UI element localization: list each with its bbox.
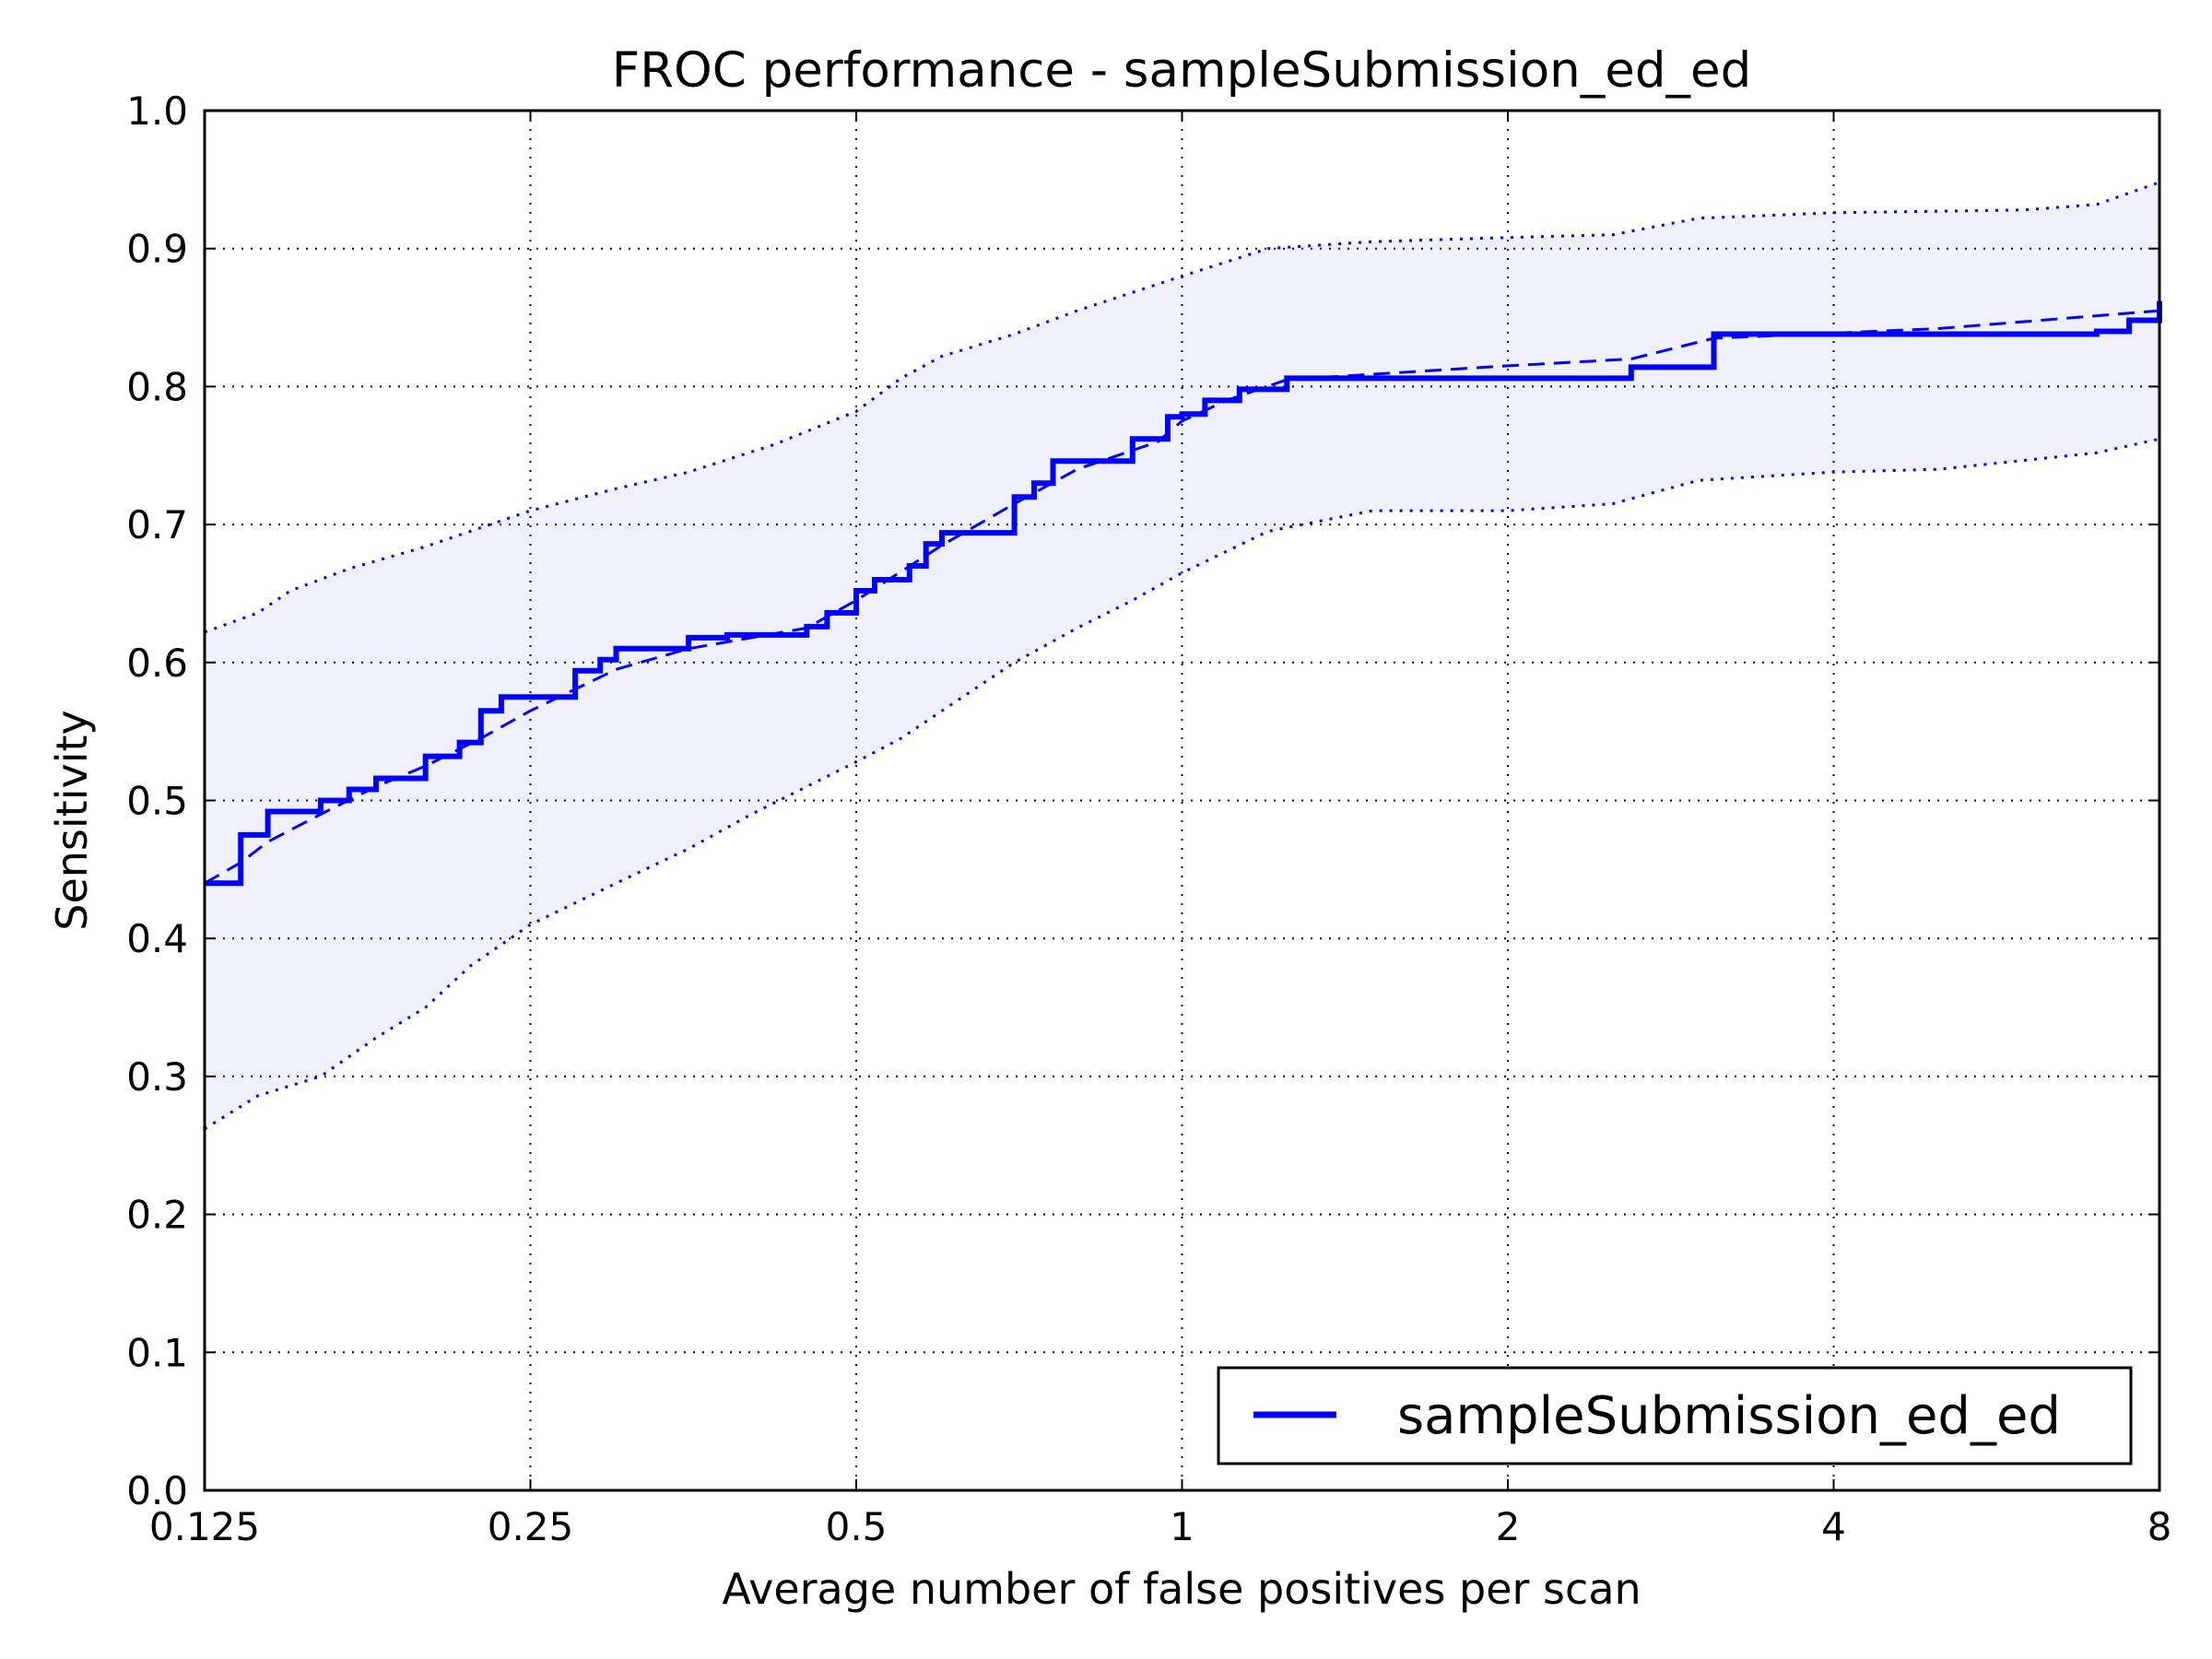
legend-box [1217,1366,2133,1465]
legend-label: sampleSubmission_ed_ed [1397,1386,2061,1446]
y-tick-label: 0.5 [126,779,188,824]
legend: sampleSubmission_ed_ed [1217,1366,2133,1465]
y-tick-label: 0.2 [126,1193,188,1238]
x-tick-label: 2 [1496,1504,1521,1549]
upper-bound-line [204,181,2160,634]
x-tick-label: 4 [1821,1504,1846,1549]
froc-curve-line [205,300,2162,887]
y-axis-label: Sensitivity [47,710,97,930]
y-tick-label: 0.0 [126,1468,188,1513]
y-tick-label: 1.0 [126,88,188,134]
chart-title: FROC performance - sampleSubmission_ed_e… [612,42,1752,99]
y-tick-label: 0.3 [126,1054,188,1100]
y-tick-label: 0.9 [126,227,188,272]
y-tick-label: 0.4 [126,916,188,961]
x-tick-label: 0.125 [149,1504,260,1549]
x-tick-label: 1 [1170,1504,1194,1549]
x-axis-label: Average number of false positives per sc… [722,1564,1641,1614]
x-tick-label: 0.25 [488,1504,574,1549]
y-tick-label: 0.7 [126,502,188,547]
plot-area: 0.125 0.25 0.5 1 2 4 8 0.0 0.1 0.2 0.3 0.4 0.5 0.6 0.7… [126,88,2171,1549]
x-tick-label: 8 [2147,1504,2172,1549]
y-tick-label: 0.1 [126,1330,188,1375]
y-tick-label: 0.8 [126,364,188,409]
confidence-band [205,182,2159,1129]
lower-bound-line [204,437,2160,1131]
y-tick-label: 0.6 [126,641,188,686]
x-tick-label: 0.5 [826,1504,888,1549]
